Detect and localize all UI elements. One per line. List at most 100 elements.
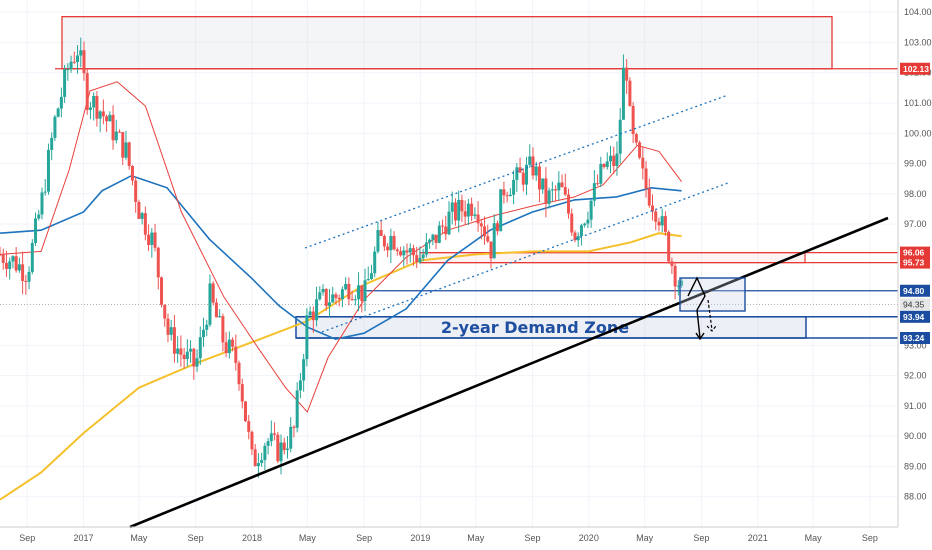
candle (583, 222, 587, 228)
candle (302, 353, 306, 392)
time-tick-label: May (636, 533, 654, 543)
price-badge-bg (900, 284, 930, 297)
candle (428, 238, 432, 249)
candle (231, 337, 235, 352)
time-axis[interactable]: Sep 2017 May Sep 2018 May Sep 2019 May Sep 2020 May… (0, 526, 898, 543)
candle (179, 335, 183, 367)
price-badge-label: 93.24 (903, 333, 925, 343)
candle-body (14, 256, 18, 271)
candle-body (324, 288, 328, 306)
candle-body (0, 254, 2, 256)
candle (421, 248, 425, 262)
candle-body (331, 294, 335, 303)
price-badge-label: 93.94 (903, 312, 925, 322)
candle (14, 247, 18, 273)
candle-body (59, 96, 63, 109)
candle-body (137, 201, 141, 219)
candle (214, 298, 218, 318)
candle (382, 234, 386, 251)
candle (670, 257, 674, 274)
channel-lower-line (321, 182, 729, 333)
candle (273, 422, 277, 441)
candle-body (444, 226, 448, 235)
time-tick-label: May (805, 533, 823, 543)
price-tick-label: 101.00 (904, 98, 932, 108)
candle (205, 319, 209, 337)
candle (208, 274, 212, 327)
candle (21, 251, 25, 295)
candles-layer (0, 37, 684, 478)
candle (441, 219, 445, 234)
candle-body (360, 285, 364, 301)
candle (237, 360, 241, 391)
candle-body (563, 187, 567, 195)
candle-body (127, 142, 131, 166)
candle-body (660, 216, 664, 226)
candle-body (531, 156, 535, 176)
candle-body (202, 329, 206, 338)
candle (298, 372, 302, 399)
candle (541, 178, 545, 194)
candle-body (382, 235, 386, 247)
candle (647, 178, 651, 208)
candle (166, 313, 170, 343)
candle (518, 157, 522, 173)
candle-body (295, 390, 299, 428)
candle-body (447, 211, 451, 235)
candle-body (53, 116, 57, 138)
candle (405, 243, 409, 265)
candle (76, 45, 80, 74)
projection-arrow-alt (706, 299, 717, 332)
candle-body (124, 142, 128, 158)
candle (43, 178, 47, 196)
candle-body (431, 234, 435, 240)
candle-body (121, 132, 125, 158)
candle-body (657, 221, 661, 226)
candle (340, 286, 344, 308)
time-tick-label: 2021 (748, 533, 768, 543)
candle (376, 221, 380, 254)
candle-body (476, 214, 480, 224)
time-tick-label: Sep (525, 533, 541, 543)
candle (621, 54, 625, 120)
candle (592, 170, 596, 207)
candle-body (453, 202, 457, 221)
candle (40, 187, 44, 220)
candle (315, 286, 319, 327)
price-badge-label: 95.73 (903, 258, 925, 268)
candle (460, 194, 464, 223)
candle (163, 304, 167, 327)
price-axis[interactable]: 88.00 89.00 90.00 91.00 92.00 93.00 97.00 98.00… (897, 0, 932, 527)
candle (276, 431, 280, 464)
candle-body (179, 348, 183, 355)
candle-body (557, 182, 561, 191)
candle-body (576, 236, 580, 241)
candle-body (85, 73, 89, 110)
candle (327, 289, 331, 317)
candle (218, 309, 222, 318)
candle-body (609, 155, 613, 162)
candle-body (508, 194, 512, 197)
price-tick-label: 100.00 (904, 128, 932, 138)
candle-body (408, 248, 412, 253)
candle-body (386, 246, 390, 251)
candle (202, 317, 206, 348)
candle (463, 200, 467, 225)
candle (563, 173, 567, 197)
candle (50, 132, 54, 161)
candle (531, 147, 535, 180)
candle-body (221, 316, 225, 343)
candle (641, 146, 645, 180)
candle (596, 174, 600, 186)
candle (505, 191, 509, 203)
candle-body (389, 235, 393, 251)
candle-body (37, 214, 41, 219)
candle-body (399, 251, 403, 256)
candle-body (579, 225, 583, 237)
candle (124, 130, 128, 160)
candle-body (515, 167, 519, 180)
candle-body (405, 250, 409, 253)
candle-body (560, 182, 564, 188)
candle (495, 220, 499, 236)
